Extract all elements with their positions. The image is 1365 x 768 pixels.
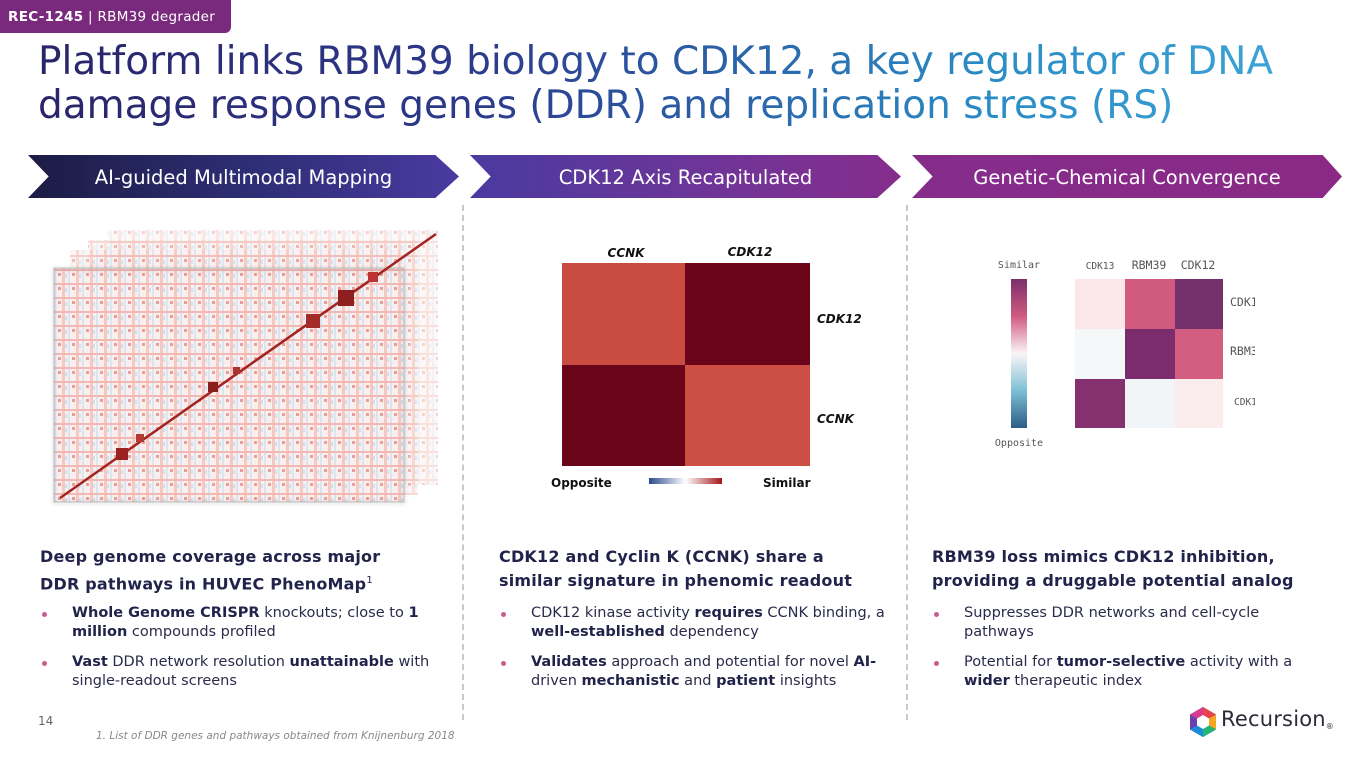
recursion-logo-icon <box>1190 707 1216 737</box>
heatmap-cell <box>1125 329 1175 379</box>
column2-heading-line2: similar signature in phenomic readout <box>499 571 853 590</box>
tag-separator: | <box>83 9 98 25</box>
page-title: Platform links RBM39 biology to CDK12, a… <box>38 40 1298 128</box>
bullet-text: DDR network resolution <box>107 654 290 670</box>
bullet-text: and <box>679 673 717 689</box>
column3-heading-line2: providing a druggable potential analog <box>932 571 1294 590</box>
column2-heading-line1: CDK12 and Cyclin K (CCNK) share a <box>499 547 824 566</box>
heatmap-row-label: CDK12 <box>1230 295 1255 309</box>
footnote-marker: 1 <box>366 575 373 586</box>
report-tag: REC-1245 | RBM39 degrader <box>0 0 231 33</box>
tag-description: RBM39 degrader <box>97 9 216 25</box>
color-scale-bar <box>1011 279 1027 428</box>
bullet-text: activity with a <box>1185 654 1293 670</box>
bullet-strong: AI- <box>853 654 877 670</box>
scale-label-similar: Similar <box>763 476 811 490</box>
list-item: CDK12 kinase activity requires CCNK bind… <box>499 604 899 642</box>
heatmap-col-label: CDK12 <box>728 245 773 259</box>
column1-heading-line1: Deep genome coverage across major <box>40 547 381 566</box>
heatmap-cell <box>1125 279 1175 329</box>
list-item: Suppresses DDR networks and cell-cycle p… <box>932 604 1332 642</box>
heatmap-col-label: CDK13 <box>1086 261 1115 272</box>
bullet-strong: requires <box>694 605 763 621</box>
bullet-strong: well-established <box>531 624 665 640</box>
list-item: Potential for tumor-selective activity w… <box>932 653 1332 691</box>
bullet-strong: tumor-selective <box>1056 654 1186 670</box>
banner-ai-mapping: AI-guided Multimodal Mapping <box>28 155 459 198</box>
logo-wordmark: Recursion <box>1221 707 1326 731</box>
heatmap-row-label: CDK12 <box>817 312 862 326</box>
bullet-text: therapeutic index <box>1009 673 1143 689</box>
column1-heading-line2-text: DDR pathways in HUVEC PhenoMap <box>40 574 367 594</box>
logo-registered-mark: ® <box>1325 722 1334 731</box>
bullet-text: Potential for <box>964 654 1057 670</box>
scale-label-opposite: Opposite <box>551 476 612 490</box>
banner-convergence: Genetic-Chemical Convergence <box>912 155 1342 198</box>
bullet-text: knockouts; close to <box>259 605 409 621</box>
heatmap-cell <box>562 365 685 466</box>
bullet-strong: Validates <box>531 654 607 670</box>
column3-bullets: Suppresses DDR networks and cell-cycle p… <box>932 604 1332 702</box>
bullet-strong: unattainable <box>289 654 394 670</box>
column3-heading-line1: RBM39 loss mimics CDK12 inhibition, <box>932 547 1275 566</box>
list-item: Whole Genome CRISPR knockouts; close to … <box>40 604 450 642</box>
column-divider <box>462 205 464 720</box>
bullet-strong: mechanistic <box>581 673 680 689</box>
bullet-text: approach and potential for novel <box>606 654 854 670</box>
heatmap-col-label: RBM39 <box>1132 258 1167 272</box>
color-scale-bar <box>649 478 722 484</box>
heatmap-cell <box>1175 329 1223 379</box>
column1-heading: Deep genome coverage across major DDR pa… <box>40 545 460 596</box>
bullet-strong: Vast <box>72 654 108 670</box>
bullet-strong: Whole Genome CRISPR <box>72 605 260 621</box>
column3-heading: RBM39 loss mimics CDK12 inhibition, prov… <box>932 545 1352 593</box>
heatmap-row-label: CDK13 <box>1234 397 1255 408</box>
heatmap-cell <box>1175 279 1223 329</box>
heatmap-cell <box>685 263 810 365</box>
heatmap-cell <box>1125 379 1175 428</box>
column-divider <box>906 205 908 720</box>
footnote: 1. List of DDR genes and pathways obtain… <box>96 730 455 742</box>
column1-bullets: Whole Genome CRISPR knockouts; close to … <box>40 604 450 702</box>
heatmap-cell <box>1075 279 1125 329</box>
heatmap-cell <box>1175 379 1223 428</box>
heatmap-row-label: RBM39 <box>1230 344 1255 358</box>
list-item: Vast DDR network resolution unattainable… <box>40 653 450 691</box>
bullet-text: insights <box>775 673 837 689</box>
heatmap-cell <box>1075 329 1125 379</box>
page-number: 14 <box>38 714 54 728</box>
rbm39-cdk12-heatmap: Similar Opposite CDK13 RBM39 CDK12 CDK12… <box>995 258 1255 449</box>
bullet-text: with single-readout screens <box>72 654 430 689</box>
column1-heading-line2: DDR pathways in HUVEC PhenoMap1 <box>40 569 460 596</box>
scale-label-similar: Similar <box>998 260 1040 271</box>
heatmap-col-label: CDK12 <box>1181 258 1216 272</box>
bullet-strong: 1 million <box>72 605 419 640</box>
bullet-text: driven <box>531 673 582 689</box>
banner-cdk12-axis: CDK12 Axis Recapitulated <box>470 155 901 198</box>
phenomap-heatmap-image <box>53 230 438 503</box>
heatmap-cell <box>1075 379 1125 428</box>
scale-label-opposite: Opposite <box>995 438 1043 449</box>
heatmap-cell <box>685 365 810 466</box>
recursion-logo-text: Recursion® <box>1221 707 1334 731</box>
tag-code: REC-1245 <box>8 9 84 25</box>
bullet-text: dependency <box>664 624 759 640</box>
column2-bullets: CDK12 kinase activity requires CCNK bind… <box>499 604 899 702</box>
bullet-text: CDK12 kinase activity <box>531 605 695 621</box>
bullet-text: Suppresses DDR networks and cell-cycle p… <box>964 605 1260 640</box>
bullet-text: CCNK binding, a <box>762 605 885 621</box>
column2-heading: CDK12 and Cyclin K (CCNK) share a simila… <box>499 545 899 593</box>
bullet-strong: wider <box>964 673 1010 689</box>
heatmap-col-label: CCNK <box>608 246 647 260</box>
bullet-text: compounds profiled <box>127 624 276 640</box>
bullet-strong: patient <box>716 673 776 689</box>
heatmap-row-label: CCNK <box>817 412 856 426</box>
list-item: Validates approach and potential for nov… <box>499 653 899 691</box>
heatmap-cell <box>562 263 685 365</box>
cdk12-ccnk-heatmap: CCNK CDK12 CDK12 CCNK Opposite Similar <box>551 245 862 490</box>
